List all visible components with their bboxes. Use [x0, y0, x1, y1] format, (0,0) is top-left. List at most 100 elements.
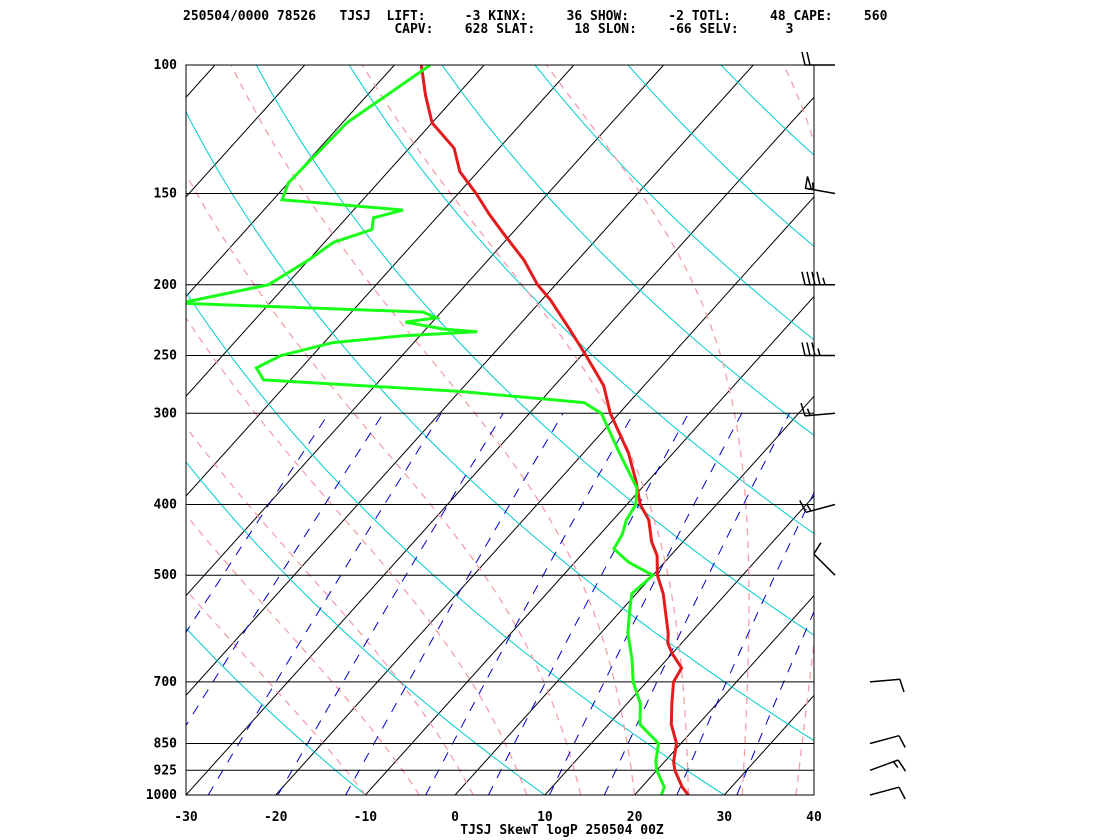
- pressure-tick-label: 200: [154, 278, 178, 293]
- isotherm-line: [454, 395, 814, 795]
- barb-full: [801, 342, 806, 356]
- pressure-tick-label: 100: [154, 58, 178, 73]
- pressure-tick-label: 150: [154, 187, 178, 202]
- barb-full: [800, 402, 806, 417]
- barb-full: [811, 342, 816, 356]
- pressure-tick-label: 925: [154, 763, 177, 778]
- dry-adiabat: [720, 65, 814, 156]
- wind-barb: [813, 542, 836, 576]
- dry-adiabat: [186, 627, 367, 795]
- barb-full: [811, 271, 816, 285]
- dewpoint-profile: [186, 65, 666, 795]
- moist-adiabat: [361, 65, 690, 795]
- pressure-tick-label: 1000: [146, 788, 177, 803]
- moist-adiabat: [186, 316, 528, 795]
- wind-barb: [800, 402, 836, 417]
- wind-barb: [801, 51, 835, 66]
- wind-barb: [869, 734, 906, 748]
- mixing-ratio-line: [345, 413, 564, 795]
- mixing-ratio-line: [186, 413, 384, 727]
- barb-full: [816, 271, 821, 285]
- temperature-tick-label: 0: [451, 810, 459, 825]
- wind-barbs: [799, 51, 907, 800]
- isotherm-line: [813, 794, 814, 795]
- barb-full: [801, 51, 806, 66]
- isotherm-line: [634, 594, 814, 795]
- barb-full: [898, 735, 906, 748]
- dry-adiabat: [186, 794, 187, 795]
- pressure-tick-label: 700: [154, 675, 178, 690]
- temperature-profile: [419, 65, 690, 795]
- isotherm-line: [0, 65, 125, 795]
- barb-half: [806, 408, 811, 416]
- isotherm-line: [186, 65, 754, 697]
- isotherm-line: [186, 65, 216, 98]
- temperature-tick-label: -30: [174, 810, 198, 825]
- temperature-labels: -30 -20 -10 0 10 20 30 40: [174, 810, 822, 825]
- barb-staff: [869, 734, 900, 745]
- wind-barb: [801, 342, 835, 357]
- isotherm-line: [275, 196, 814, 795]
- plot-frame: [185, 64, 815, 796]
- isotherm-line: [186, 65, 664, 597]
- temperature-tick-label: -10: [354, 810, 378, 825]
- mixing-ratio-line: [736, 610, 814, 795]
- background-lines: [0, 65, 814, 795]
- barb-full: [813, 542, 822, 555]
- barb-full: [897, 759, 907, 772]
- barb-flag: [804, 176, 813, 191]
- dry-adiabat: [186, 461, 546, 795]
- moist-adiabat: [186, 425, 474, 795]
- isotherm-line: [544, 495, 814, 795]
- dry-adiabat: [186, 291, 726, 795]
- moist-adiabat: [186, 588, 366, 795]
- mixing-ratio-line: [488, 413, 690, 795]
- moist-adiabat: [783, 65, 814, 795]
- temperature-tick-label: -20: [264, 810, 288, 825]
- chart-title: TJSJ SkewT logP 250504 00Z: [460, 823, 664, 838]
- pressure-tick-label: 850: [154, 737, 178, 752]
- wind-barb: [869, 678, 905, 693]
- isotherm-line: [186, 96, 814, 795]
- mixing-ratio-line: [676, 491, 814, 795]
- isotherm-line: [186, 65, 306, 198]
- wind-barb: [801, 271, 835, 286]
- dry-adiabat: [186, 110, 814, 742]
- mixing-ratio-line: [603, 413, 791, 795]
- moist-adiabat: [186, 172, 582, 795]
- isotherm-line: [186, 65, 575, 497]
- wind-barb: [804, 176, 836, 195]
- barb-half: [806, 504, 812, 512]
- mixing-ratio-line: [425, 413, 634, 795]
- mixing-ratio-line: [277, 413, 504, 795]
- mixing-ratio-line: [548, 413, 743, 795]
- station-header: 250504/0000 78526 TJSJ LIFT: -3 KINX: 36…: [0, 0, 1120, 45]
- wind-barb: [869, 786, 906, 800]
- barb-staff: [869, 678, 900, 683]
- temperature-tick-label: 20: [627, 810, 643, 825]
- isotherm-line: [186, 65, 485, 397]
- barb-full: [899, 679, 905, 693]
- dry-adiabat: [255, 65, 814, 636]
- pressure-tick-label: 250: [154, 349, 178, 364]
- barb-half: [811, 182, 815, 190]
- barb-full: [806, 51, 811, 66]
- pressure-labels: 100 150 200 250 300 400 500 700 850 925 1000: [146, 58, 177, 803]
- temperature-tick-label: 30: [716, 810, 732, 825]
- barb-full: [806, 271, 811, 285]
- pressure-tick-label: 300: [154, 406, 178, 421]
- profile-traces: [186, 65, 690, 795]
- mixing-ratio-line: [207, 413, 442, 795]
- dry-adiabat: [627, 65, 814, 248]
- barb-full: [799, 500, 807, 513]
- temperature-tick-label: 40: [806, 810, 822, 825]
- temperature-tick-label: 10: [537, 810, 553, 825]
- isotherm-line: [186, 65, 395, 298]
- pressure-tick-label: 400: [154, 498, 178, 513]
- header-line-2: CAPV: 628 SLAT: 18 SLON: -66 SELV: 3: [183, 22, 794, 37]
- barb-staff: [813, 553, 836, 576]
- moist-adiabat: [230, 65, 636, 795]
- isobar-lines: [186, 64, 814, 796]
- header-line-1: 250504/0000 78526 TJSJ LIFT: -3 KINX: 36…: [183, 9, 888, 24]
